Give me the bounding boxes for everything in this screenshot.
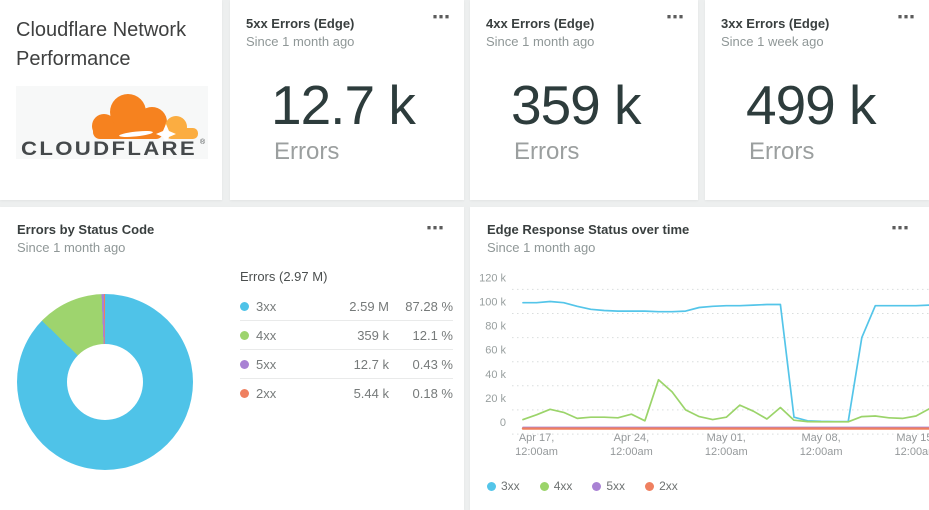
legend-label: 4xx xyxy=(553,479,573,493)
line-chart[interactable]: 120 k 100 k 80 k 60 k 40 k 20 k 0 xyxy=(470,264,929,444)
legend-label: 3xx xyxy=(501,479,520,493)
kpi-subtitle: Since 1 month ago xyxy=(486,34,595,49)
dashboard-title-card: Cloudflare Network Performance CLOUDFLAR… xyxy=(0,0,222,200)
card-menu-icon[interactable]: ⋯ xyxy=(897,7,915,27)
card-menu-icon[interactable]: ⋯ xyxy=(891,218,909,238)
series-name: 2xx xyxy=(256,385,277,401)
series-value: 5.44 k xyxy=(353,385,389,401)
cloudflare-logo-image: CLOUDFLARE ® xyxy=(21,94,206,160)
legend-item-4xx[interactable]: 4xx xyxy=(539,479,573,493)
series-name: 4xx xyxy=(256,327,277,343)
svg-text:120 k: 120 k xyxy=(479,272,506,284)
kpi-value: 12.7 k xyxy=(271,74,416,136)
cloudflare-logo: CLOUDFLARE ® xyxy=(16,86,208,160)
kpi-unit-label: Errors xyxy=(274,138,340,165)
x-axis-tick-label: May 08, 12:00am xyxy=(799,432,843,458)
x-axis-labels: Apr 17, 12:00am Apr 24, 12:00am May 01, 12… xyxy=(470,431,929,461)
svg-text:60 k: 60 k xyxy=(485,345,506,357)
kpi-title: 4xx Errors (Edge) xyxy=(486,16,595,31)
kpi-unit-label: Errors xyxy=(749,138,815,165)
legend-dot-3xx-icon xyxy=(487,481,496,491)
chart-title: Errors by Status Code xyxy=(17,222,155,237)
series-value: 12.7 k xyxy=(353,356,389,372)
svg-text:100 k: 100 k xyxy=(479,297,506,309)
series-dot-5xx-icon xyxy=(240,359,249,369)
series-dot-2xx-icon xyxy=(240,388,249,398)
chart-title: Edge Response Status over time xyxy=(487,222,690,237)
kpi-card-4xx-errors: 4xx Errors (Edge) Since 1 month ago ⋯ 35… xyxy=(470,0,698,200)
pie-legend-row-5xx[interactable]: 5xx 12.7 k 0.43 % xyxy=(240,350,453,379)
donut-hole xyxy=(67,344,143,420)
kpi-title: 3xx Errors (Edge) xyxy=(721,16,830,31)
card-menu-icon[interactable]: ⋯ xyxy=(666,7,684,27)
x-axis-tick-label: Apr 17, 12:00am xyxy=(515,432,558,458)
svg-text:40 k: 40 k xyxy=(485,369,506,381)
series-dot-4xx-icon xyxy=(240,330,249,340)
legend-dot-5xx-icon xyxy=(592,481,602,491)
kpi-title: 5xx Errors (Edge) xyxy=(246,16,355,31)
donut-chart[interactable] xyxy=(17,294,193,470)
kpi-card-5xx-errors: 5xx Errors (Edge) Since 1 month ago ⋯ 12… xyxy=(230,0,464,200)
kpi-subtitle: Since 1 week ago xyxy=(721,34,824,49)
logo-wordmark: CLOUDFLARE xyxy=(21,139,197,159)
logo-sparkle-icon xyxy=(156,124,176,144)
dashboard-title: Cloudflare Network Performance xyxy=(16,19,187,70)
legend-item-3xx[interactable]: 3xx xyxy=(487,479,520,493)
line-chart-svg[interactable]: 120 k 100 k 80 k 60 k 40 k 20 k 0 xyxy=(470,264,929,444)
pie-table-title: Errors (2.97 M) xyxy=(240,269,328,284)
x-axis-tick-label: Apr 24, 12:00am xyxy=(609,432,653,458)
svg-text:0: 0 xyxy=(500,417,506,429)
kpi-value: 359 k xyxy=(511,74,642,136)
series-value: 2.59 M xyxy=(349,298,389,314)
series-percent: 87.28 % xyxy=(405,298,453,314)
errors-by-status-code-card: Errors by Status Code Since 1 month ago … xyxy=(0,207,464,510)
line-chart-legend: 3xx 4xx 5xx 2xx xyxy=(487,479,678,493)
legend-dot-2xx-icon xyxy=(645,481,655,491)
pie-legend-row-4xx[interactable]: 4xx 359 k 12.1 % xyxy=(240,321,453,350)
x-axis-tick-label: May 15, 12:00am xyxy=(894,432,929,458)
series-dot-3xx-icon xyxy=(240,301,249,311)
series-name: 5xx xyxy=(256,356,277,372)
series-name: 3xx xyxy=(256,298,277,314)
svg-text:80 k: 80 k xyxy=(485,321,506,333)
kpi-subtitle: Since 1 month ago xyxy=(246,34,355,49)
svg-text:20 k: 20 k xyxy=(485,393,506,405)
pie-legend-row-3xx[interactable]: 3xx 2.59 M 87.28 % xyxy=(240,292,453,321)
legend-item-2xx[interactable]: 2xx xyxy=(645,479,678,493)
legend-item-5xx[interactable]: 5xx xyxy=(592,479,625,493)
chart-subtitle: Since 1 month ago xyxy=(487,240,596,255)
card-menu-icon[interactable]: ⋯ xyxy=(426,218,444,238)
legend-dot-4xx-icon xyxy=(539,481,549,491)
legend-label: 5xx xyxy=(606,479,626,493)
x-axis-tick-label: May 01, 12:00am xyxy=(704,432,748,458)
series-value: 359 k xyxy=(357,327,389,343)
card-menu-icon[interactable]: ⋯ xyxy=(432,7,450,27)
kpi-unit-label: Errors xyxy=(514,138,580,165)
series-percent: 0.18 % xyxy=(412,385,453,401)
chart-subtitle: Since 1 month ago xyxy=(17,240,126,255)
kpi-value: 499 k xyxy=(746,74,877,136)
edge-response-status-card: Edge Response Status over time Since 1 m… xyxy=(470,207,929,510)
series-percent: 12.1 % xyxy=(412,327,453,343)
pie-legend-row-2xx[interactable]: 2xx 5.44 k 0.18 % xyxy=(240,379,453,407)
legend-label: 2xx xyxy=(659,479,678,493)
series-percent: 0.43 % xyxy=(412,356,453,372)
kpi-card-3xx-errors: 3xx Errors (Edge) Since 1 week ago ⋯ 499… xyxy=(705,0,929,200)
logo-registered-mark: ® xyxy=(200,138,206,146)
pie-legend-table: Errors (2.97 M) 3xx 2.59 M 87.28 % 4xx 3… xyxy=(240,269,453,407)
